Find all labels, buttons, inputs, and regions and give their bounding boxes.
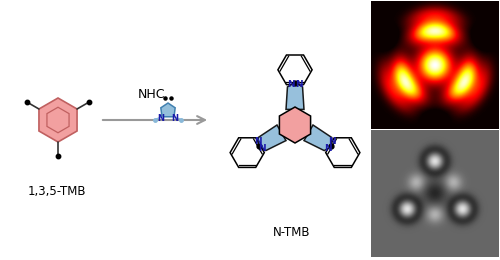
Polygon shape <box>326 138 360 167</box>
Polygon shape <box>161 103 175 117</box>
Text: N: N <box>296 80 303 89</box>
Polygon shape <box>278 55 312 84</box>
Polygon shape <box>39 98 77 142</box>
Polygon shape <box>230 138 264 167</box>
Text: N: N <box>172 114 178 123</box>
Text: N: N <box>254 137 262 146</box>
Polygon shape <box>280 107 310 143</box>
Text: NHC: NHC <box>138 88 166 101</box>
Text: N: N <box>324 144 332 153</box>
Text: N: N <box>328 137 336 146</box>
Text: N: N <box>158 114 164 123</box>
Polygon shape <box>286 82 304 109</box>
Text: N: N <box>287 80 294 89</box>
Text: 1,3,5-TMB: 1,3,5-TMB <box>28 185 86 198</box>
Polygon shape <box>304 125 332 151</box>
Text: N: N <box>258 144 266 153</box>
Text: N-TMB: N-TMB <box>273 225 310 238</box>
Polygon shape <box>258 125 286 151</box>
